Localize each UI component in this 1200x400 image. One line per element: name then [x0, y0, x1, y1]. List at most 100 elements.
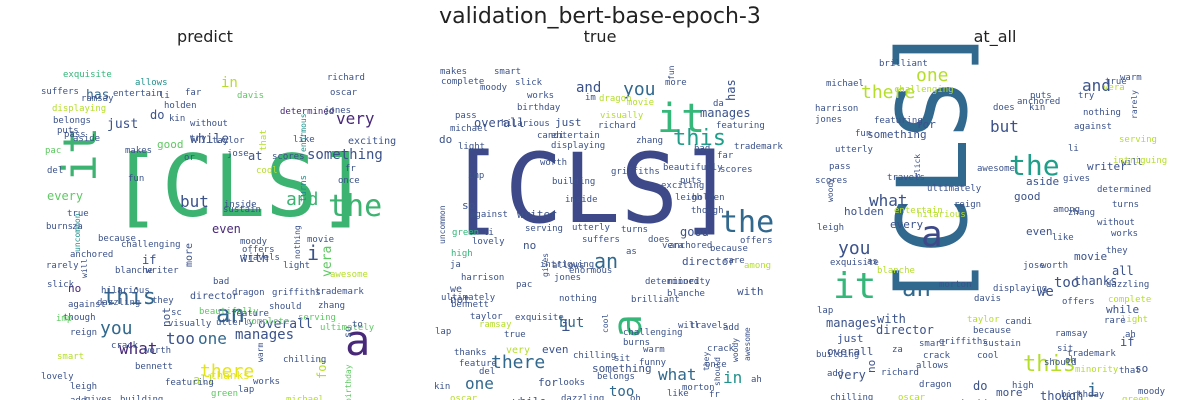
word-allows: allows	[135, 78, 168, 88]
word-ja: ja	[450, 260, 461, 270]
word-good: good	[680, 225, 709, 239]
word-an: an	[594, 249, 618, 273]
word-i: i	[561, 316, 571, 335]
word-vera: vera	[320, 246, 335, 277]
word-pac: pac	[516, 280, 532, 290]
word-taylor: taylor	[470, 312, 503, 322]
word-feature: feature	[459, 359, 497, 369]
word-serving: serving	[525, 224, 563, 234]
word-dragon: dragon	[599, 94, 632, 104]
word-harrison: harrison	[815, 104, 858, 114]
word-i: i	[307, 241, 319, 265]
word-if: if	[1120, 335, 1134, 349]
word-and: and	[286, 189, 319, 210]
word-blanche: blanche	[667, 289, 705, 299]
word-there: there	[861, 82, 915, 103]
word-richard: richard	[881, 368, 919, 378]
word-bad: bad	[213, 277, 229, 287]
word-crack: crack	[111, 341, 139, 351]
word-works: works	[253, 377, 280, 387]
word-zhang: zhang	[318, 301, 345, 311]
word-entertain: entertain	[894, 206, 943, 216]
word-no: no	[523, 239, 536, 252]
word-featuring: featuring	[716, 121, 765, 131]
word-very: very	[336, 109, 375, 128]
word-utterly: utterly	[835, 145, 874, 155]
word-offers: offers	[1062, 297, 1095, 307]
word-im: im	[585, 93, 596, 103]
word-among: among	[1053, 205, 1080, 215]
word-ramsay: ramsay	[479, 320, 512, 330]
word-all: all	[193, 373, 215, 387]
word-kin: kin	[169, 114, 185, 124]
word-oscar: oscar	[898, 393, 926, 400]
word-anchored: anchored	[1017, 97, 1060, 107]
word-complete: complete	[1108, 295, 1151, 305]
word-true: true	[67, 209, 89, 219]
word-lap: lap	[238, 385, 254, 395]
word-feature: feature	[231, 309, 269, 319]
word-chilling: chilling	[830, 393, 873, 400]
word-pass: pass	[829, 162, 851, 172]
word-against: against	[470, 210, 508, 220]
word-do: do	[973, 379, 987, 393]
word-director: director	[190, 291, 238, 302]
wordcloud-panel-at-all: at_all [CLS] a it the you an this there one and bu…	[800, 22, 1190, 400]
word-a: a	[345, 316, 370, 365]
word-crack: crack	[707, 344, 735, 354]
word-scores: scores	[815, 176, 848, 186]
word-that: that	[1119, 366, 1141, 376]
word-light: light	[458, 142, 485, 152]
panel-title-at-all: at_all	[973, 27, 1017, 46]
word-slick: slick	[47, 280, 75, 290]
word-candi: candi	[537, 131, 564, 141]
word-or: or	[184, 153, 195, 163]
word-does: does	[648, 235, 670, 245]
word-movie: movie	[1074, 250, 1107, 263]
word-offers: offers	[242, 245, 275, 255]
word-holden: holden	[692, 193, 725, 203]
word-worth: worth	[540, 158, 567, 168]
word-manages: manages	[826, 316, 877, 330]
word-allows: allows	[552, 261, 585, 271]
word-davis: davis	[974, 294, 1001, 304]
word-ah: ah	[751, 375, 762, 385]
word-sustain: sustain	[223, 205, 261, 215]
panel-title-true: true	[583, 27, 617, 46]
word-and: and	[576, 80, 601, 96]
word-visually: visually	[168, 319, 212, 329]
word-ultimately: ultimately	[441, 293, 496, 303]
word-awesome: awesome	[743, 327, 752, 361]
word-more: more	[665, 78, 687, 88]
word-so: so	[1135, 362, 1148, 375]
word-like: like	[293, 135, 315, 145]
word-bennett: bennett	[451, 300, 489, 310]
word-anchored: anchored	[70, 250, 113, 260]
word-brilliant: brilliant	[879, 59, 928, 69]
word-li: li	[1068, 144, 1079, 154]
word-pass: pass	[455, 111, 477, 121]
wordcloud-predict: [CLS]ittheaandanthisyoutherewhatbutionet…	[41, 70, 396, 400]
word-richard: richard	[598, 121, 636, 131]
word-ah: ah	[1125, 330, 1136, 340]
word-del: del	[47, 166, 63, 176]
word-nothing: nothing	[1083, 108, 1121, 118]
word-zhang: zhang	[1068, 208, 1095, 218]
word-awesome: awesome	[330, 270, 368, 280]
word-anchored: anchored	[669, 241, 712, 251]
word-gives: gives	[85, 395, 112, 400]
word-burns: burns	[623, 338, 650, 348]
word-jones: jones	[815, 115, 842, 125]
word-so: so	[343, 326, 354, 338]
word-against: against	[1074, 122, 1112, 132]
word-gives: gives	[1063, 174, 1090, 184]
word-as: as	[626, 247, 637, 257]
word-what: what	[869, 191, 908, 210]
word-too: too	[166, 329, 195, 348]
word-an: an	[216, 300, 245, 328]
word-i: i	[1087, 380, 1098, 400]
word-pac: pac	[45, 146, 61, 156]
word-za: za	[72, 222, 83, 232]
word-exciting: exciting	[348, 136, 396, 147]
word-rarely: rarely	[46, 261, 79, 271]
